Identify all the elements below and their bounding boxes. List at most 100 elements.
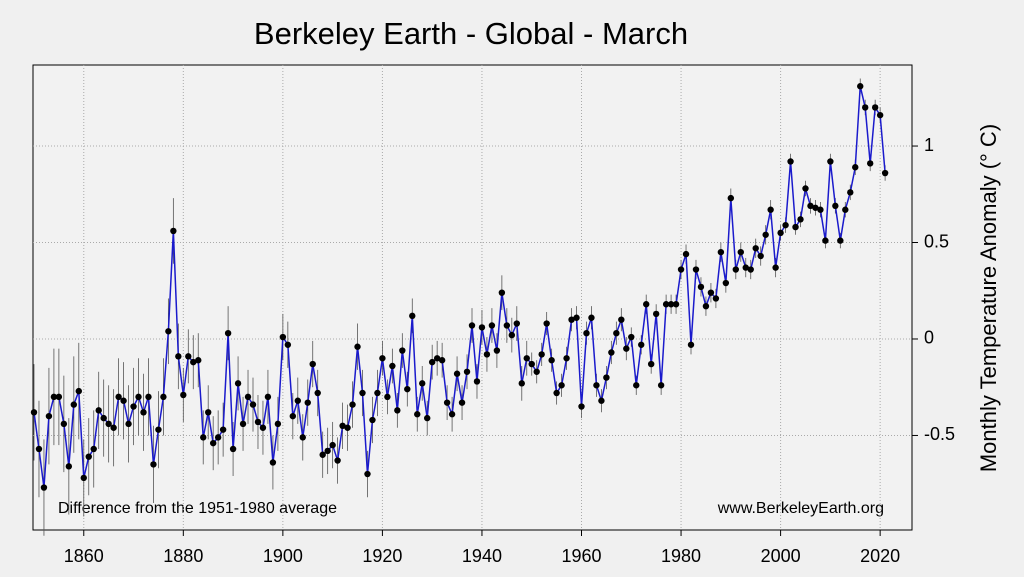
data-point — [60, 420, 68, 428]
data-point — [30, 409, 38, 416]
data-point — [757, 252, 764, 260]
data-point — [175, 353, 182, 360]
data-point — [75, 387, 82, 395]
annotation: www.BerkeleyEarth.org — [717, 500, 884, 517]
data-point — [115, 393, 122, 401]
data-point — [638, 341, 645, 348]
data-point — [100, 414, 107, 422]
data-point — [807, 202, 814, 210]
data-point — [722, 279, 730, 287]
y-tick-label: 0.5 — [924, 231, 949, 251]
data-point — [523, 355, 530, 362]
data-point — [543, 320, 550, 327]
data-point — [677, 266, 685, 273]
data-point — [274, 420, 282, 428]
data-point — [45, 412, 53, 420]
data-point — [538, 351, 545, 358]
data-point — [125, 420, 132, 428]
data-point — [269, 459, 277, 466]
data-point — [747, 266, 754, 273]
data-point — [598, 397, 605, 404]
data-point — [70, 401, 78, 408]
data-point — [155, 426, 162, 433]
data-point — [657, 382, 665, 389]
data-point — [364, 470, 371, 478]
data-point — [433, 355, 441, 362]
data-point — [160, 393, 167, 401]
data-point — [578, 403, 585, 410]
data-point — [752, 245, 759, 252]
data-point — [195, 357, 202, 364]
x-tick-label: 2000 — [761, 546, 801, 566]
data-point — [667, 301, 675, 308]
data-point — [438, 357, 446, 364]
data-point — [628, 333, 635, 341]
data-point — [817, 206, 824, 213]
data-point — [359, 389, 366, 397]
data-point — [90, 445, 97, 453]
data-point — [588, 314, 595, 321]
x-tick-label: 2020 — [860, 546, 900, 566]
data-point — [772, 264, 779, 271]
x-tick-label: 1980 — [661, 546, 701, 566]
data-point — [702, 302, 710, 310]
data-point — [294, 397, 301, 404]
data-point — [419, 380, 426, 387]
data-point — [603, 374, 610, 381]
data-point — [463, 368, 471, 375]
data-point — [284, 341, 292, 348]
data-point — [682, 250, 690, 258]
data-point — [468, 322, 476, 329]
data-point — [314, 389, 321, 397]
data-point — [145, 393, 152, 401]
y-tick-label: 1 — [924, 135, 934, 155]
data-point — [229, 445, 237, 453]
data-point — [558, 382, 565, 389]
data-point — [214, 434, 222, 441]
plot-area — [32, 64, 913, 531]
data-point — [712, 295, 720, 302]
data-point — [568, 316, 575, 323]
data-point — [130, 403, 137, 410]
data-point — [822, 237, 829, 244]
data-point — [528, 360, 535, 368]
data-point — [140, 409, 147, 416]
data-point — [857, 83, 864, 90]
data-point — [792, 223, 799, 231]
data-point — [847, 189, 854, 196]
data-point — [767, 206, 774, 213]
annotation: Difference from the 1951-1980 average — [58, 500, 337, 517]
data-point — [707, 289, 715, 296]
data-point — [533, 368, 540, 375]
data-point — [852, 164, 859, 171]
data-point — [379, 355, 386, 362]
data-point — [219, 426, 227, 433]
data-point — [180, 391, 187, 399]
data-point — [424, 414, 431, 422]
x-tick-label: 1860 — [64, 546, 104, 566]
data-point — [404, 385, 411, 393]
data-point — [618, 316, 625, 323]
data-point — [483, 351, 491, 358]
data-point — [687, 341, 695, 348]
data-point — [513, 320, 520, 327]
x-tick-label: 1900 — [263, 546, 303, 566]
data-point — [498, 289, 506, 296]
data-point — [299, 434, 306, 441]
data-point — [697, 283, 705, 291]
data-point — [369, 416, 376, 424]
data-point — [120, 397, 127, 404]
data-point — [165, 328, 172, 335]
data-point — [643, 301, 650, 308]
data-point — [35, 445, 43, 453]
data-point — [866, 160, 874, 167]
data-point — [80, 474, 87, 482]
data-point — [508, 331, 516, 339]
data-point — [553, 389, 560, 397]
data-point — [742, 264, 749, 271]
data-point — [329, 441, 336, 449]
data-point — [573, 314, 580, 321]
data-point — [384, 393, 391, 401]
data-point — [334, 457, 341, 464]
data-point — [259, 424, 267, 431]
